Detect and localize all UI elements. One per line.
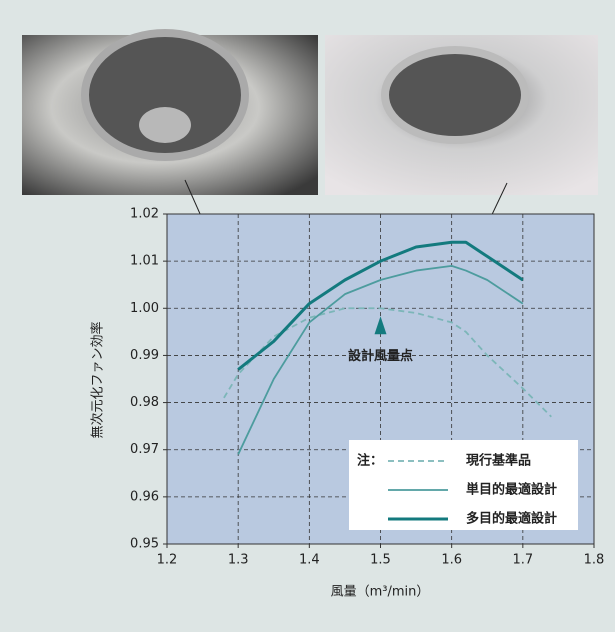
x-tick-label: 1.4 (299, 553, 320, 568)
y-axis-label: 無次元化ファン効率 (90, 321, 106, 438)
x-tick-label: 1.7 (512, 553, 533, 568)
y-tick-label: 1.00 (130, 301, 159, 316)
x-tick-label: 1.5 (370, 553, 391, 568)
y-tick-label: 0.96 (130, 489, 159, 504)
photo-left (22, 33, 318, 195)
y-tick-label: 1.01 (130, 254, 159, 269)
figure: 風量（m³/min） 無次元化ファン効率 0.95 0.96 0.97 0.98 0.9… (0, 0, 615, 632)
photo-right (325, 35, 598, 195)
x-axis-label: 風量（m³/min） (331, 585, 430, 600)
y-tick-label: 0.98 (130, 395, 159, 410)
annotation-text: 設計風量点 (348, 348, 413, 364)
x-tick-label: 1.2 (157, 553, 178, 568)
x-tick-label: 1.8 (584, 553, 605, 568)
legend-note: 注： (357, 453, 383, 469)
y-tick-label: 0.95 (130, 537, 159, 552)
x-tick-label: 1.6 (441, 553, 462, 568)
y-tick-label: 0.99 (130, 348, 159, 363)
legend-label: 多目的最適設計 (466, 511, 557, 527)
legend-label: 単目的最適設計 (466, 482, 557, 498)
y-tick-label: 1.02 (130, 207, 159, 222)
y-tick-label: 0.97 (130, 442, 159, 457)
x-tick-label: 1.3 (228, 553, 249, 568)
legend-label: 現行基準品 (466, 453, 531, 469)
